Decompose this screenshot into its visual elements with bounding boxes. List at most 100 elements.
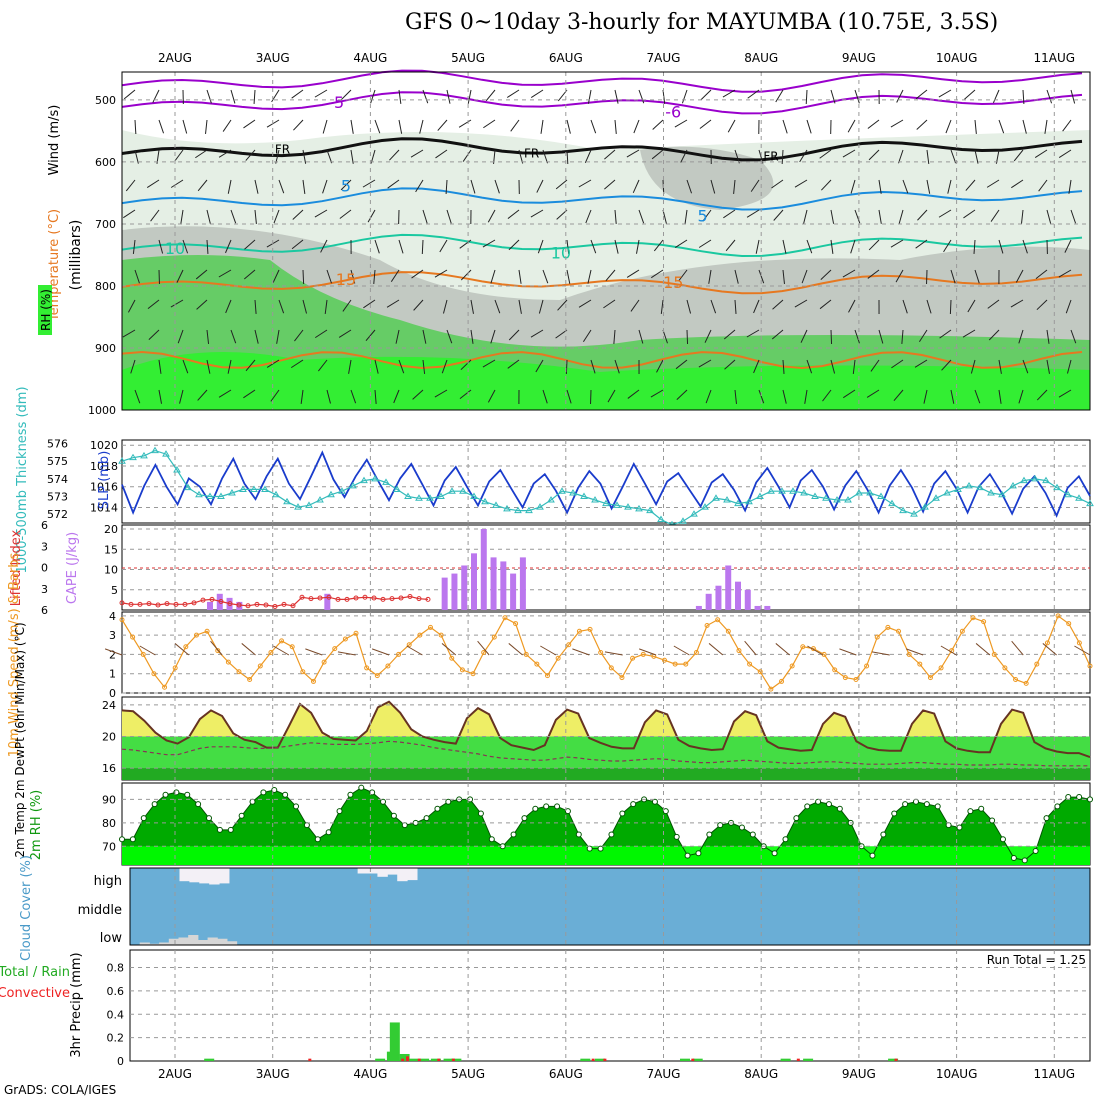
lifted-tick-label: 6 (41, 604, 48, 617)
rh-marker (870, 853, 875, 858)
rh-tick-label: 90 (102, 793, 116, 806)
date-label-top: 7AUG (647, 51, 681, 65)
slp-tick-label: 1020 (90, 439, 118, 452)
rh-marker (587, 846, 592, 851)
rh-marker (511, 832, 516, 837)
cloud-low-bar (198, 940, 208, 945)
cloud-low-bar (217, 939, 227, 945)
cloud-high-bar (199, 868, 209, 883)
temp-tick-label: 24 (102, 699, 116, 712)
rh-marker (1055, 804, 1060, 809)
rh-marker (141, 816, 146, 821)
date-label-bottom: 5AUG (451, 1067, 485, 1081)
rh-marker (946, 823, 951, 828)
rh-marker (446, 799, 451, 804)
rh-marker (1044, 816, 1049, 821)
cape-bar (706, 594, 712, 610)
cloud-high-bar (387, 868, 397, 875)
pressure-tick-label: 800 (95, 280, 116, 293)
wind-barb (950, 300, 951, 314)
rh-marker (283, 792, 288, 797)
rh-marker (685, 853, 690, 858)
contour-label: FR (275, 142, 290, 156)
pressure-tick-label: 700 (95, 218, 116, 231)
pressure-tick-label: 500 (95, 94, 116, 107)
rh-marker (631, 802, 636, 807)
rh-marker (239, 813, 244, 818)
cape-bar (725, 565, 731, 610)
wind-tick-label: 3 (109, 629, 116, 642)
rh-marker (533, 806, 538, 811)
cloud-high-bar (397, 868, 407, 881)
rh-tick-label: 70 (102, 840, 116, 853)
cape-bar (451, 574, 457, 610)
cloud-background (130, 868, 1090, 945)
precip-conv-bar (603, 1059, 606, 1061)
cape-bar (510, 574, 516, 610)
cape-bar (442, 578, 448, 610)
wind-barb (303, 270, 304, 284)
precip-total-bar (781, 1059, 791, 1061)
cape-bar (715, 586, 721, 610)
axis-label-rh2m: 2m RH (%) (29, 790, 44, 861)
rh-marker (1000, 837, 1005, 842)
precip-legend-total: Total / Rain (0, 965, 70, 980)
wind-barb (566, 360, 567, 374)
rh-legend-label: RH (%) (39, 289, 53, 331)
thickness-tick-label: 574 (47, 473, 68, 486)
cape-tick-label: 10 (104, 564, 118, 577)
rh-marker (185, 792, 190, 797)
date-label-top: 11AUG (1034, 51, 1076, 65)
credit-label: GrADS: COLA/IGES (4, 1083, 116, 1097)
rh-marker (826, 802, 831, 807)
precip-tick-label: 0 (117, 1055, 124, 1068)
date-label-bottom: 2AUG (158, 1067, 192, 1081)
precip-conv-bar (401, 1059, 404, 1061)
rh-marker (315, 837, 320, 842)
rh-marker (294, 804, 299, 809)
date-label-bottom: 4AUG (353, 1067, 387, 1081)
wind-tick-label: 4 (109, 610, 116, 623)
contour-label: 15 (663, 273, 683, 292)
date-label-bottom: 8AUG (744, 1067, 778, 1081)
lifted-tick-label: 3 (41, 583, 48, 596)
precip-total-bar (803, 1059, 813, 1061)
rh-marker (555, 804, 560, 809)
cloud-low-bar (169, 939, 179, 945)
rh-marker (598, 846, 603, 851)
rh-marker (1077, 795, 1082, 800)
rh-marker (957, 825, 962, 830)
wind-barb (422, 240, 423, 254)
rh-marker (207, 816, 212, 821)
date-label-top: 8AUG (744, 51, 778, 65)
rh-marker (663, 809, 668, 814)
precip-tick-label: 0.6 (107, 985, 125, 998)
precip-conv-bar (452, 1059, 455, 1061)
rh-marker (903, 802, 908, 807)
precip-legend-conv: Convective (0, 986, 70, 1001)
temp-area-dark (122, 768, 1090, 780)
cloud-high-bar (368, 868, 378, 874)
thickness-tick-label: 573 (47, 491, 68, 504)
rh-marker (576, 832, 581, 837)
rh-marker (196, 802, 201, 807)
cape-tick-label: 5 (111, 584, 118, 597)
rh-marker (424, 816, 429, 821)
rh-marker (152, 802, 157, 807)
rh-marker (489, 837, 494, 842)
precip-total-bar (390, 1022, 400, 1061)
precip-tick-label: 0.8 (107, 962, 125, 975)
cape-bar (500, 561, 506, 610)
contour-label: -5 (328, 93, 344, 112)
cloud-high-bar (209, 868, 219, 885)
rh-marker (794, 816, 799, 821)
cloud-high-bar (407, 868, 417, 880)
wind-barb (687, 330, 688, 344)
wind-tick-label: 1 (109, 668, 116, 681)
rh-marker (620, 811, 625, 816)
lifted-tick-label: 6 (41, 519, 48, 532)
date-label-bottom: 10AUG (936, 1067, 978, 1081)
cape-bar (745, 590, 751, 610)
rh-tick-label: 80 (102, 817, 116, 830)
rh-marker (337, 809, 342, 814)
